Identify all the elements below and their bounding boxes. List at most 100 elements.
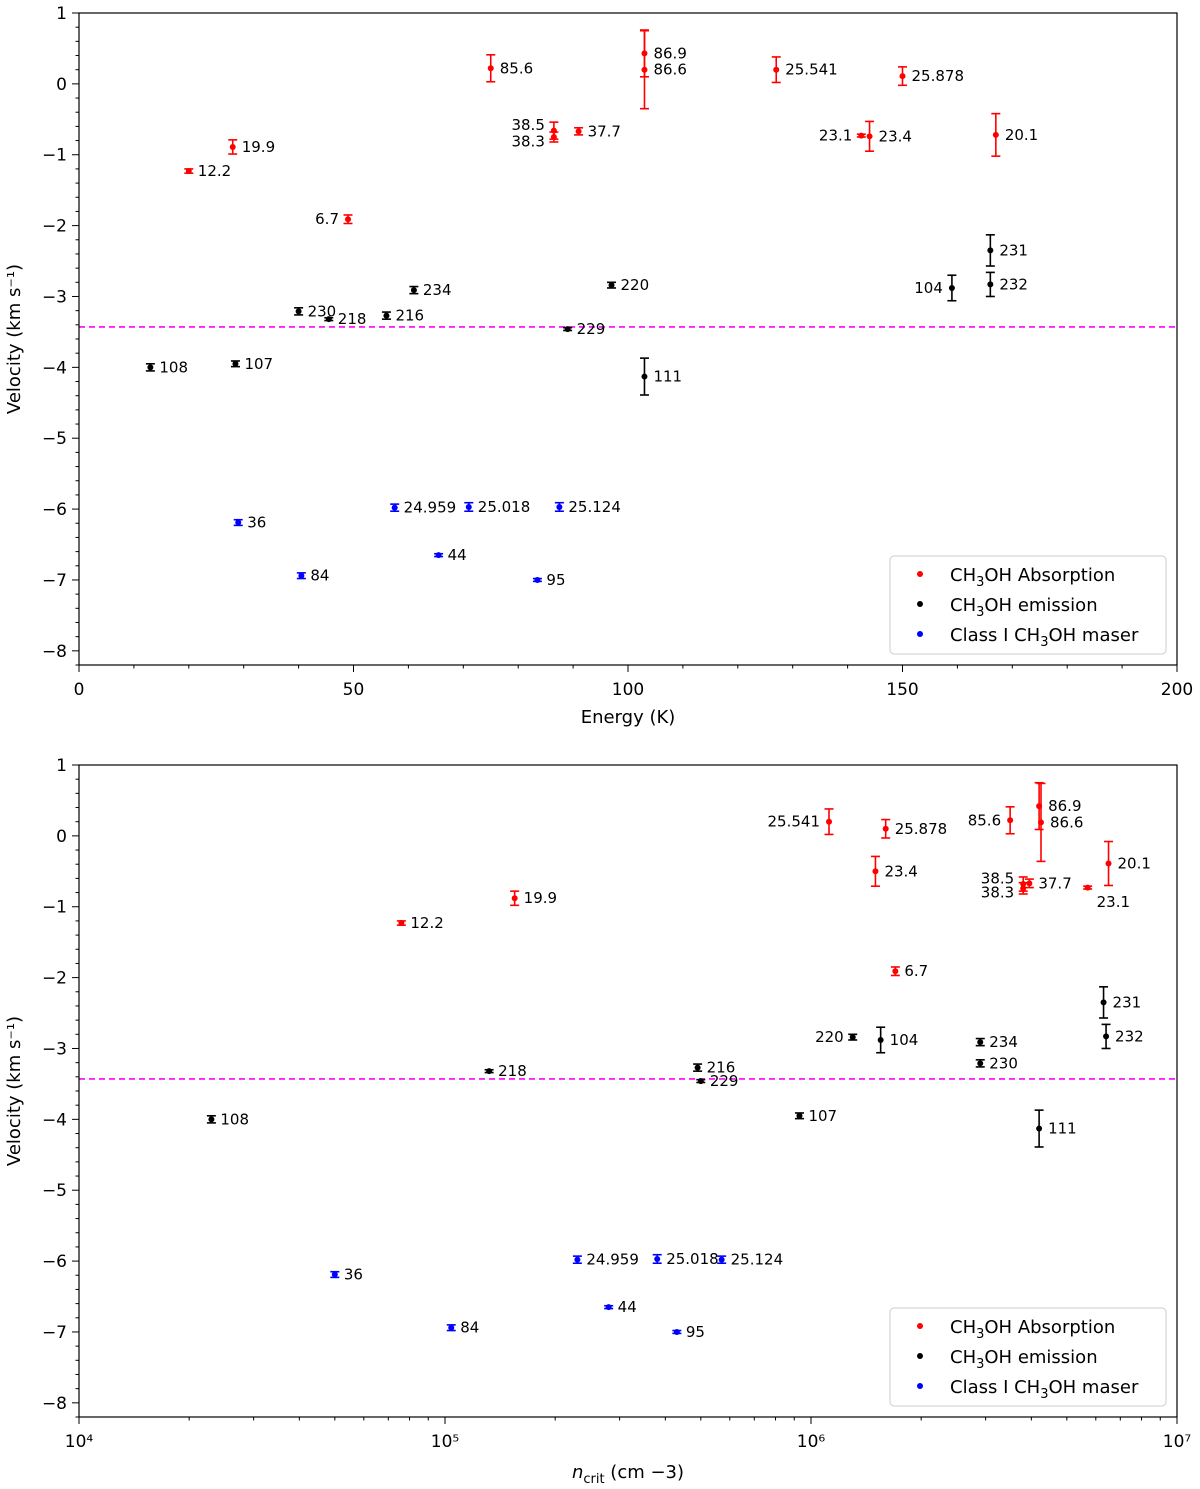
x-tick-label: 0 — [74, 680, 85, 700]
legend-marker-em — [917, 601, 923, 607]
data-point — [345, 216, 352, 223]
point-label: 19.9 — [242, 138, 275, 156]
legend-label-prefix: Class I CH — [950, 625, 1040, 646]
data-point — [185, 168, 192, 175]
data-point — [1020, 885, 1027, 892]
point-label: 111 — [653, 368, 682, 386]
series-mas: 36 84 24.959 44 25.018 95 25.124 — [330, 1250, 783, 1341]
data-point — [605, 1304, 612, 1311]
point-label: 19.9 — [524, 889, 557, 907]
point-label: 85.6 — [500, 59, 533, 77]
point-label: 38.3 — [981, 884, 1014, 902]
y-tick-label: −8 — [42, 1394, 67, 1414]
data-point — [575, 128, 582, 135]
point-label: 107 — [244, 355, 273, 373]
x-tick-label: 50 — [343, 680, 365, 700]
point-label: 104 — [890, 1031, 919, 1049]
x-tick-label: 10⁴ — [65, 1432, 94, 1452]
data-point — [718, 1256, 725, 1263]
y-tick-label: 0 — [56, 75, 67, 95]
legend-label-mas: Class I CH3OH maser — [950, 1377, 1139, 1402]
y-tick-label: −8 — [42, 642, 67, 662]
point-label: 12.2 — [410, 914, 443, 932]
legend-label-prefix: CH — [950, 595, 976, 616]
point-label: 234 — [989, 1033, 1018, 1051]
data-point — [849, 1034, 856, 1041]
point-label: 234 — [423, 281, 452, 299]
legend-label-suffix: OH maser — [1049, 625, 1139, 646]
data-point — [435, 552, 442, 559]
data-point — [486, 1068, 493, 1075]
data-point — [1084, 884, 1091, 891]
y-tick-label: −1 — [42, 146, 67, 166]
point-label: 216 — [395, 307, 424, 325]
legend-label-em: CH3OH emission — [950, 595, 1098, 620]
data-point — [465, 503, 472, 510]
legend-label-suffix: OH emission — [984, 595, 1097, 616]
point-label: 230 — [308, 302, 337, 320]
point-label: 38.3 — [511, 132, 544, 150]
legend-box — [889, 1307, 1167, 1407]
plot-frame — [78, 764, 1178, 1418]
data-point — [882, 825, 889, 832]
data-point — [892, 968, 899, 975]
legend-label-suffix: OH emission — [984, 1347, 1097, 1368]
legend-label-suffix: OH Absorption — [984, 1317, 1115, 1338]
data-point — [992, 131, 999, 138]
point-label: 25.124 — [568, 498, 621, 516]
point-label: 86.6 — [653, 61, 686, 79]
point-label: 6.7 — [315, 210, 339, 228]
data-point — [773, 66, 780, 73]
data-point — [398, 920, 405, 927]
y-tick-label: 0 — [56, 827, 67, 847]
point-label: 218 — [338, 310, 367, 328]
data-point — [1026, 880, 1033, 887]
point-label: 108 — [159, 358, 188, 376]
plot-frame — [78, 12, 1178, 666]
data-point — [858, 132, 865, 139]
data-point — [796, 1112, 803, 1119]
point-label: 216 — [707, 1059, 736, 1077]
x-axis-label: ncrit (cm −3) — [572, 1462, 684, 1487]
point-label: 12.2 — [198, 162, 231, 180]
chart-panel-2: −8 −7 −6 −5 −4 −3 −2 −1 0 1 10⁴ 10⁵ 10⁶ 10⁷ Velocity (… — [4, 756, 1191, 1487]
point-label: 232 — [999, 275, 1028, 293]
x-tick-label: 200 — [1161, 680, 1193, 700]
point-label: 84 — [310, 567, 329, 585]
point-label: 24.959 — [586, 1251, 639, 1269]
data-point — [556, 503, 563, 510]
data-point — [608, 282, 615, 289]
y-tick-label: −6 — [42, 500, 67, 520]
data-point — [564, 326, 571, 333]
point-label: 25.878 — [895, 820, 948, 838]
y-axis-label: Velocity (km s⁻¹) — [4, 1016, 25, 1166]
legend-marker-abs — [917, 571, 923, 577]
data-point — [391, 504, 398, 511]
point-label: 86.6 — [1050, 813, 1083, 831]
x-tick-label: 10⁷ — [1163, 1432, 1192, 1452]
chart-panel-1: −8 −7 −6 −5 −4 −3 −2 −1 0 1 0 50 100 150 200 Velocity (… — [4, 4, 1193, 728]
point-label: 84 — [460, 1319, 479, 1337]
data-point — [511, 895, 518, 902]
data-point — [147, 364, 154, 371]
series-em: 108 107 230 218 216 234 229 220 111 104 231 232 — [145, 234, 1028, 396]
point-label: 229 — [577, 320, 606, 338]
y-tick-label: −2 — [42, 969, 67, 989]
series-mas: 36 84 24.959 44 25.018 95 25.124 — [233, 498, 621, 589]
point-label: 25.541 — [785, 61, 838, 79]
data-point — [1103, 1033, 1110, 1040]
point-label: 37.7 — [588, 122, 621, 140]
legend-label-prefix: Class I CH — [950, 1377, 1040, 1398]
data-point — [534, 576, 541, 583]
point-label: 231 — [999, 241, 1028, 259]
point-label: 23.1 — [819, 127, 852, 145]
legend-label-mas: Class I CH3OH maser — [950, 625, 1139, 650]
x-tick-label: 150 — [886, 680, 918, 700]
data-point — [550, 134, 557, 141]
point-label: 20.1 — [1118, 855, 1151, 873]
point-label: 85.6 — [968, 811, 1001, 829]
y-tick-label: −5 — [42, 1181, 67, 1201]
